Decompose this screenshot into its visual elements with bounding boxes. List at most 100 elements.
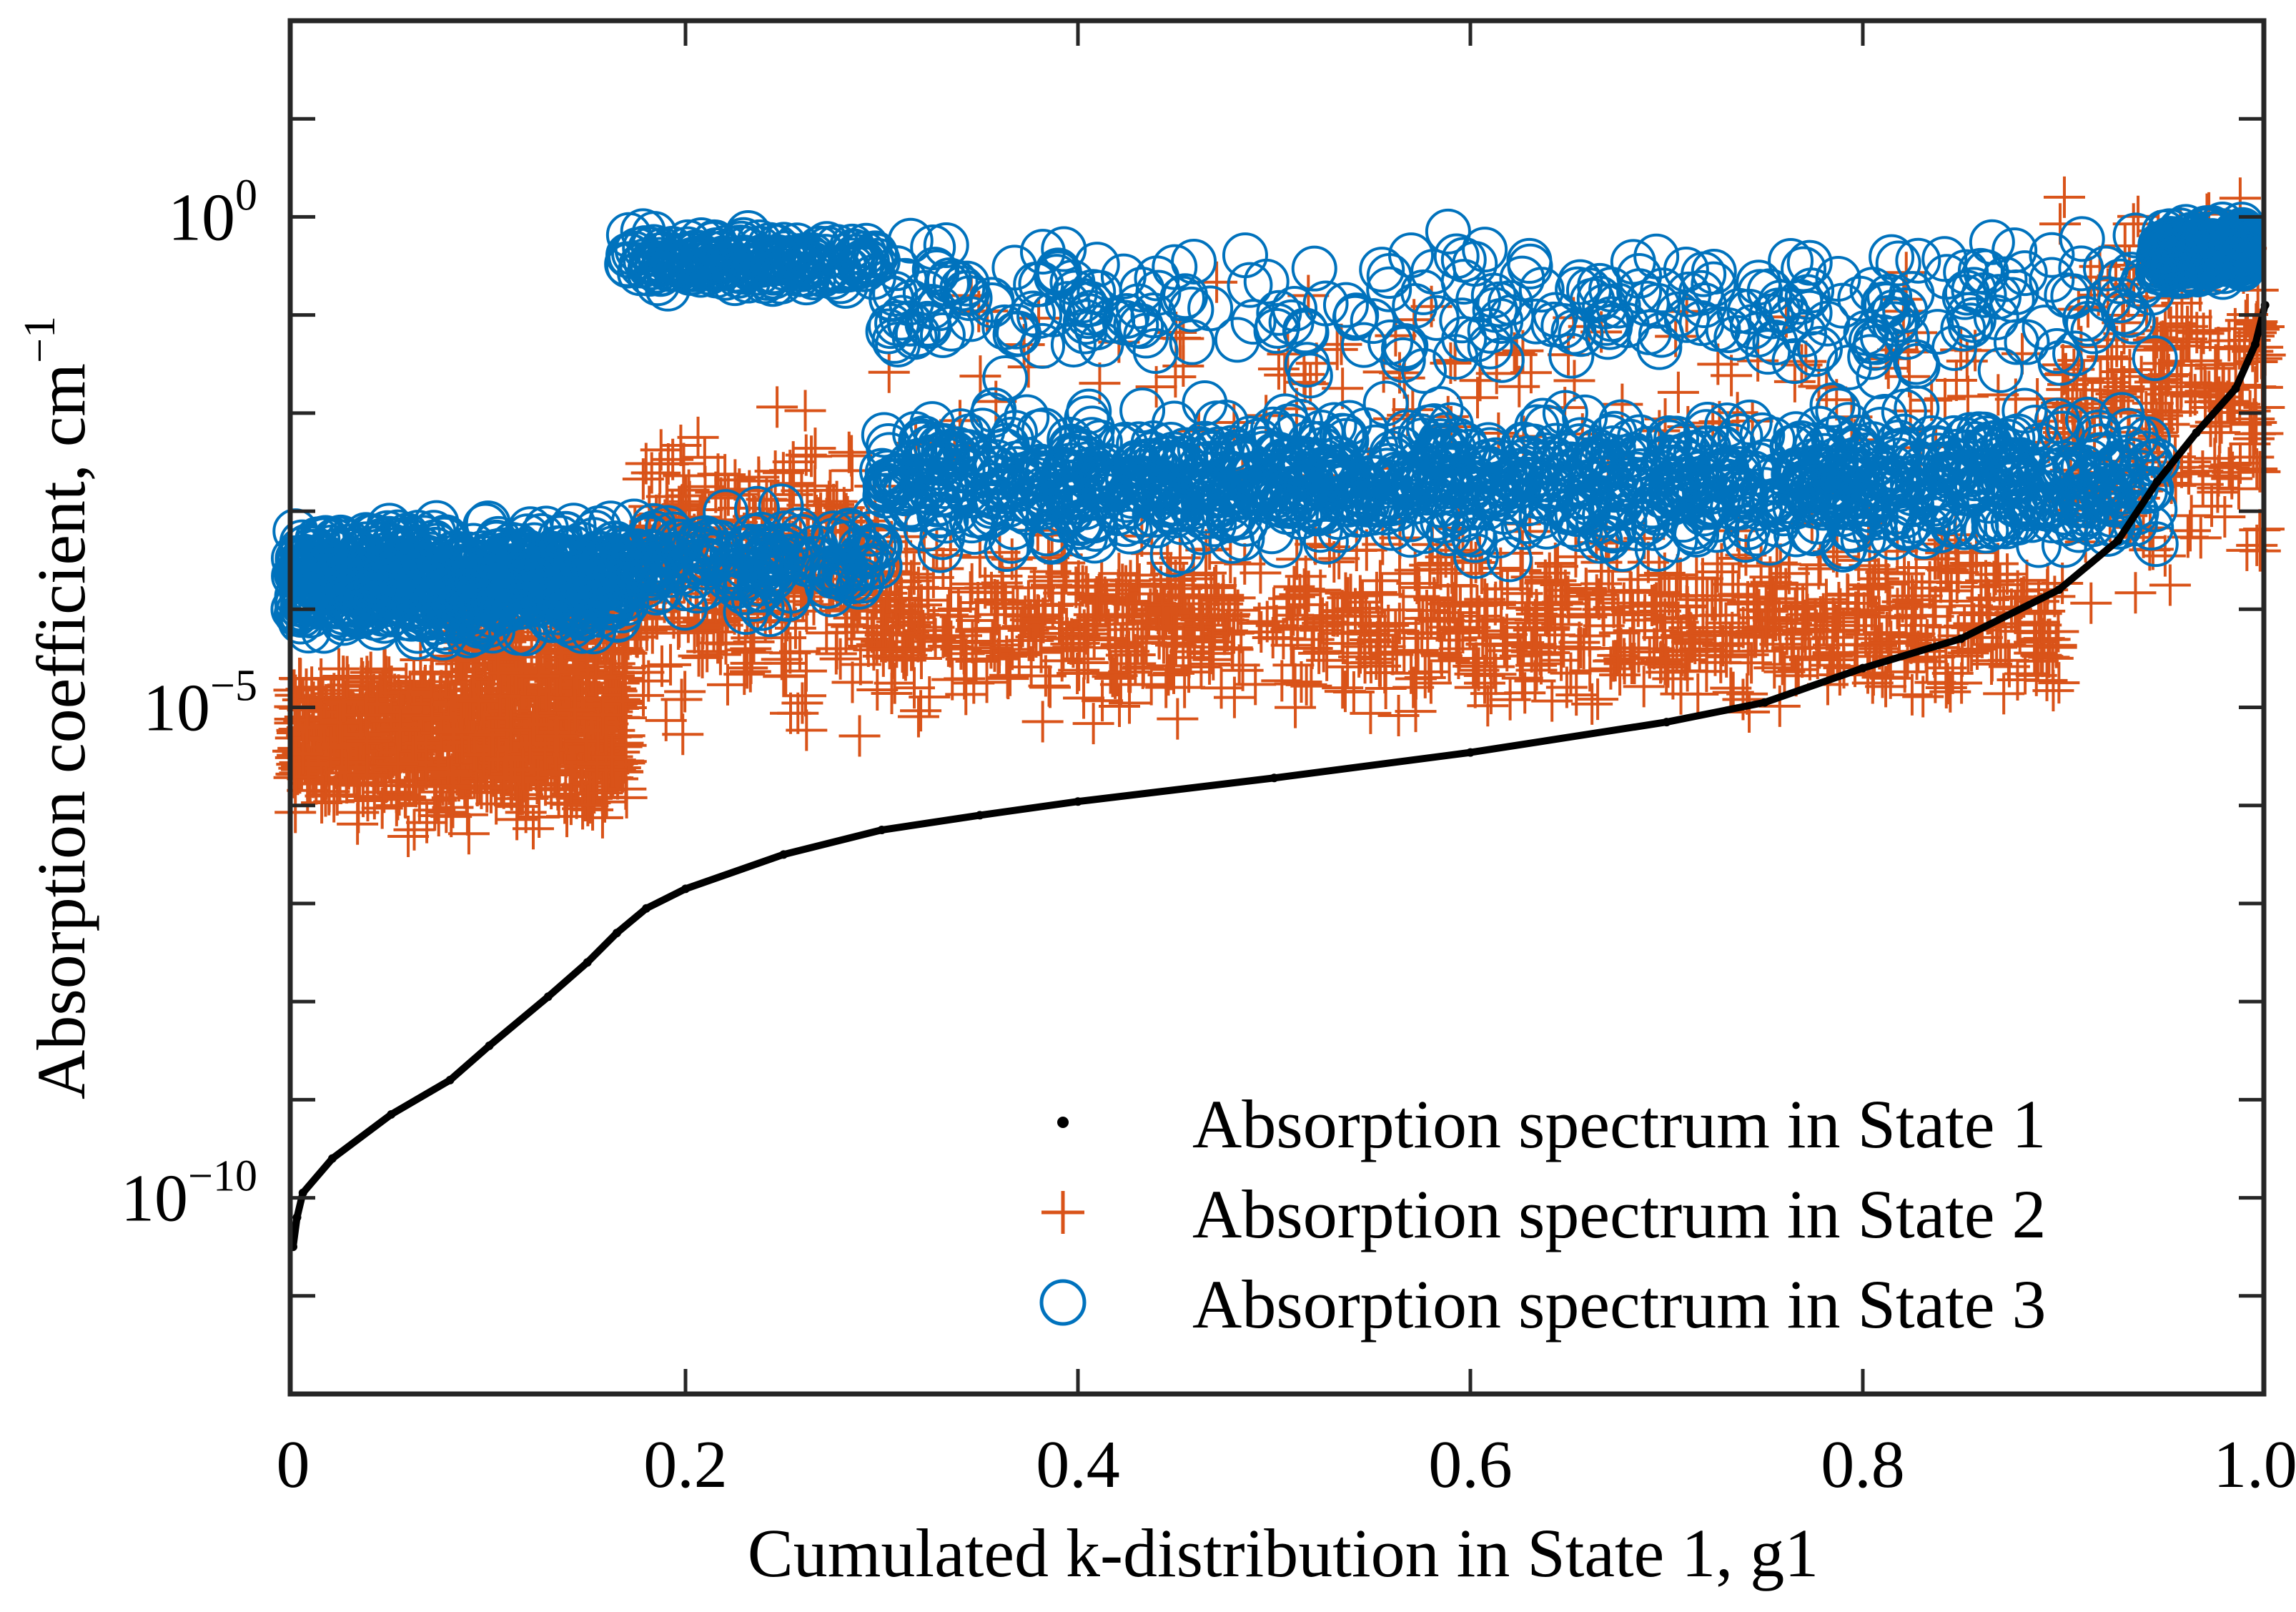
state-2-point xyxy=(699,633,741,676)
state-2-point xyxy=(622,458,664,500)
state-2-point xyxy=(777,692,819,734)
state-2-point xyxy=(585,683,628,725)
state-2-point xyxy=(1335,588,1376,630)
state-2-point xyxy=(1569,650,1611,692)
state-2-point xyxy=(345,694,387,736)
state-2-point xyxy=(274,791,317,834)
state-2-point xyxy=(1362,523,1404,565)
state-2-point xyxy=(1239,552,1282,594)
state-2-point xyxy=(819,638,861,680)
state-2-point xyxy=(496,786,538,828)
state-2-point xyxy=(322,657,365,699)
state-2-point xyxy=(425,791,467,834)
state-2-point xyxy=(518,655,560,697)
state-2-point xyxy=(700,477,742,519)
state-2-point xyxy=(447,813,490,855)
state-2-point xyxy=(677,416,719,458)
state-2-point xyxy=(1397,629,1439,671)
state-2-point xyxy=(1099,686,1141,728)
state-2-point xyxy=(286,707,328,748)
state-2-point xyxy=(706,663,748,706)
state-2-point xyxy=(385,777,427,819)
state-2-point xyxy=(794,427,836,470)
state-2-point xyxy=(630,452,673,494)
state-2-point xyxy=(310,726,352,768)
state-2-point xyxy=(477,652,519,694)
state-2-point xyxy=(432,711,475,753)
state-2-point xyxy=(664,671,706,713)
state-2-point xyxy=(1010,646,1052,688)
state-2-point xyxy=(458,680,500,722)
state-2-point xyxy=(791,435,833,478)
state-2-point xyxy=(729,651,771,693)
state-2-point xyxy=(535,752,577,794)
state-2-point xyxy=(838,715,881,757)
state-2-point xyxy=(831,661,874,703)
state-2-point xyxy=(561,766,603,808)
state-2-point xyxy=(554,689,596,731)
state-2-point xyxy=(545,713,587,755)
state-2-point xyxy=(505,791,547,834)
state-2-point xyxy=(535,715,578,757)
state-2-point xyxy=(432,765,475,807)
state-2-point xyxy=(774,607,816,649)
state-2-point xyxy=(321,723,363,766)
state-2-point xyxy=(769,632,811,674)
state-2-point xyxy=(363,771,405,814)
state-2-point xyxy=(871,673,913,715)
state-2-point xyxy=(370,700,412,742)
state-2-point xyxy=(572,788,614,831)
state-2-point xyxy=(663,442,705,485)
state-2-point xyxy=(528,692,570,734)
state-2-point xyxy=(582,694,624,736)
state-2-point xyxy=(528,651,570,693)
state-2-point xyxy=(697,453,739,495)
state-2-point xyxy=(1571,683,1613,725)
state-2-point xyxy=(828,431,870,473)
state-2-point xyxy=(786,709,828,751)
state-2-point xyxy=(352,676,394,718)
state-2-point xyxy=(959,536,1001,578)
state-2-point xyxy=(468,668,510,710)
state-2-point xyxy=(645,699,687,741)
state-2-point xyxy=(951,563,993,605)
state-2-point xyxy=(897,696,939,738)
state-2-point xyxy=(701,604,743,646)
state-2-point xyxy=(494,759,536,801)
state-2-point xyxy=(486,697,528,739)
state-2-point xyxy=(1280,661,1322,703)
state-2-point xyxy=(623,674,665,716)
state-2-point xyxy=(501,649,543,691)
state-2-point xyxy=(1390,652,1432,694)
state-2-point xyxy=(340,713,382,756)
state-2-point xyxy=(726,647,768,689)
series-state-2 xyxy=(272,176,2286,857)
state-2-point xyxy=(1234,663,1277,706)
state-2-point xyxy=(319,701,361,743)
state-2-point xyxy=(325,751,367,793)
state-2-point xyxy=(565,720,607,762)
plot-marks xyxy=(270,176,2286,1252)
state-2-point xyxy=(1891,673,1933,716)
state-2-point xyxy=(1379,553,1421,595)
state-2-point xyxy=(816,628,858,670)
state-2-point xyxy=(728,470,771,512)
state-2-point xyxy=(516,695,558,737)
state-2-point xyxy=(377,743,419,785)
state-2-point xyxy=(660,678,703,721)
state-2-point xyxy=(1710,667,1752,709)
state-2-point xyxy=(1926,549,1969,591)
state-2-point xyxy=(650,643,692,686)
state-2-point xyxy=(1350,692,1392,734)
state-2-point xyxy=(794,465,836,507)
state-2-point xyxy=(1712,563,1754,605)
state-2-point xyxy=(1063,677,1105,719)
state-2-point xyxy=(652,438,694,480)
state-2-point xyxy=(460,767,503,809)
state-2-point xyxy=(485,738,528,781)
state-2-point xyxy=(673,612,716,654)
state-2-point xyxy=(512,703,554,746)
state-2-point xyxy=(1986,553,2029,595)
state-2-point xyxy=(781,682,823,724)
